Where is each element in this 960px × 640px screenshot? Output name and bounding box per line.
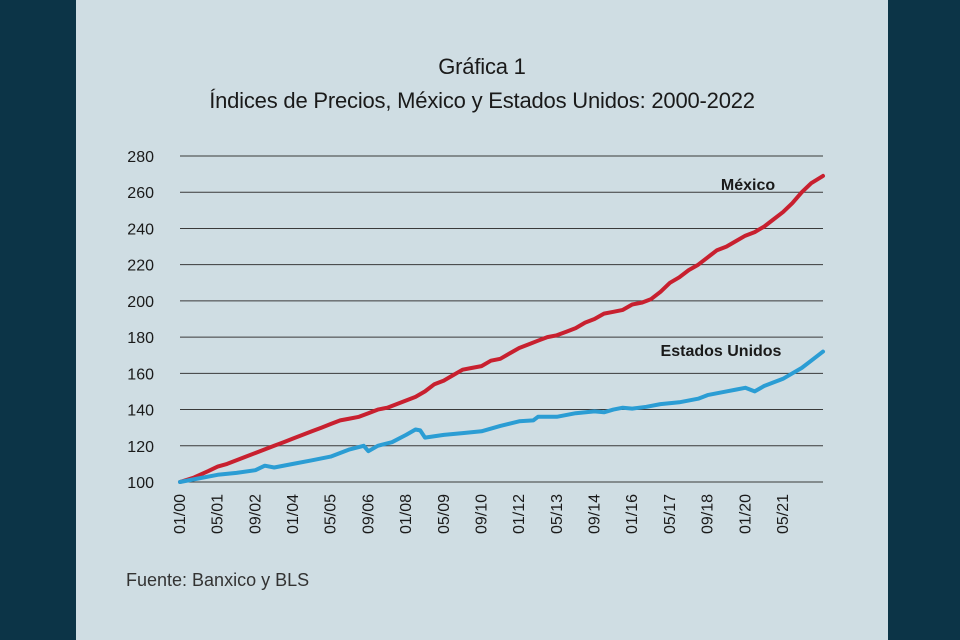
x-tick-label-9: 01/12 [511,494,528,534]
annotation-estados-unidos: Estados Unidos [661,343,782,360]
x-tick-label-12: 01/16 [624,494,641,534]
chart-panel: Gráfica 1 Índices de Precios, México y E… [76,0,888,640]
x-tick-label-8: 09/10 [473,494,490,534]
y-tick-label-180: 180 [127,330,154,347]
x-tick-label-3: 01/04 [285,494,302,534]
y-tick-label-140: 140 [127,403,154,420]
x-tick-label-5: 09/06 [360,494,377,534]
x-tick-label-15: 01/20 [737,494,754,534]
x-tick-label-16: 05/21 [775,494,792,534]
y-tick-label-220: 220 [127,258,154,275]
y-tick-label-280: 280 [127,149,154,166]
line-chart: 100 120 140 160 180 200 220 240 260 280 01/00 05/0… [127,149,825,534]
x-tick-label-11: 09/14 [587,494,604,534]
x-tick-label-2: 09/02 [247,494,264,534]
x-tick-label-14: 09/18 [700,494,717,534]
y-tick-label-160: 160 [127,366,154,383]
series-line-mexico [178,173,825,484]
y-tick-label-260: 260 [127,185,154,202]
x-tick-label-10: 05/13 [549,494,566,534]
x-tick-label-4: 05/05 [323,494,340,534]
series-line-estados-unidos [178,349,825,484]
y-tick-label-120: 120 [127,439,154,456]
y-tick-label-100: 100 [127,475,154,492]
x-tick-label-0: 01/00 [172,494,189,534]
x-tick-label-6: 01/08 [398,494,415,534]
x-tick-label-13: 05/17 [662,494,679,534]
y-tick-label-200: 200 [127,294,154,311]
chart-subtitle: Índices de Precios, México y Estados Uni… [209,88,755,113]
x-tick-label-1: 05/01 [210,494,227,534]
y-tick-label-240: 240 [127,221,154,238]
source-note: Fuente: Banxico y BLS [126,570,310,590]
annotation-mexico: México [721,177,775,194]
chart-title: Gráfica 1 [438,54,526,79]
x-tick-label-7: 05/09 [436,494,453,534]
